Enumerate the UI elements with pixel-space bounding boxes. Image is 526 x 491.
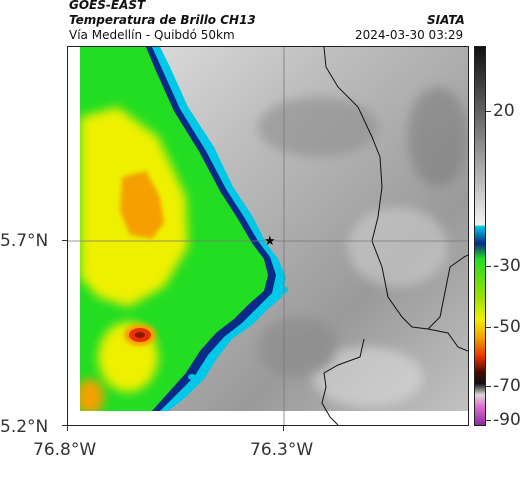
boundary-line-east [427, 254, 468, 330]
colorbar-label-minus90: -90 [493, 410, 521, 430]
agency-label: SIATA [427, 13, 465, 27]
lon-tick [67, 426, 68, 431]
lat-label-5-2: 5.2°N [0, 417, 49, 437]
lat-label-5-7: 5.7°N [0, 231, 49, 251]
cloud-red-center [135, 332, 145, 338]
cloud-isolated-cyan [188, 374, 196, 380]
colorbar-label-minus50: -50 [493, 317, 521, 337]
cbar-tick [486, 386, 491, 387]
lon-tick [283, 426, 284, 431]
cbar-tick [486, 327, 491, 328]
lon-label-76-8: 76.8°W [33, 440, 97, 460]
datetime-label: 2024-03-30 03:29 [355, 28, 464, 42]
lat-tick [62, 425, 67, 426]
map-canvas: ★ [68, 47, 468, 425]
no-data-left [68, 47, 80, 425]
colorbar-canvas [475, 47, 485, 425]
boundary-line-south [321, 338, 365, 425]
colorbar-label-20: 20 [493, 101, 515, 121]
colorbar [474, 46, 486, 426]
cbar-tick [486, 266, 491, 267]
cbar-tick [486, 111, 491, 112]
lat-tick [62, 240, 67, 241]
lon-label-76-3: 76.3°W [250, 440, 314, 460]
no-data-band-top [68, 411, 468, 425]
colorbar-gradient [475, 47, 485, 425]
star-marker: ★ [264, 234, 276, 249]
cbar-tick [486, 420, 491, 421]
map-title: Temperatura de Brillo CH13 [69, 13, 256, 27]
satellite-map: ★ [67, 46, 469, 426]
colorbar-label-minus70: -70 [493, 376, 521, 396]
route-subtitle: Vía Medellín - Quibdó 50km [69, 28, 235, 42]
colorbar-label-minus30: -30 [493, 256, 521, 276]
product-name: GOES-EAST [69, 0, 146, 12]
cloud-cyan-spot [276, 286, 288, 294]
gray-texture [258, 87, 468, 407]
